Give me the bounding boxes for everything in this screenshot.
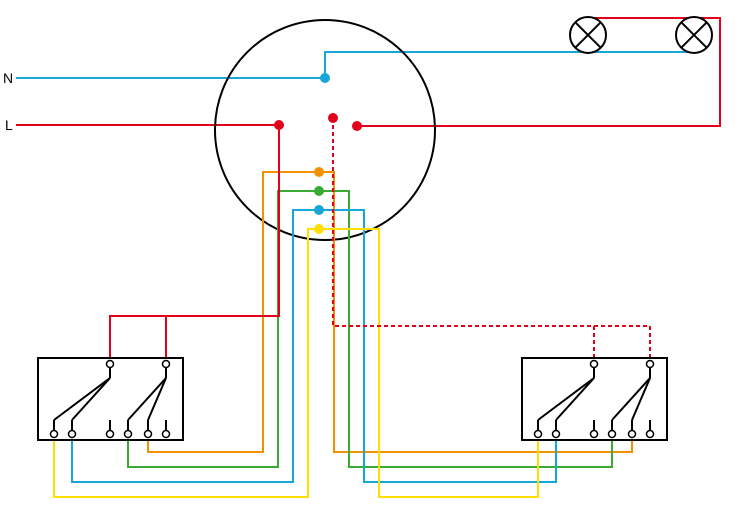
wire: [110, 125, 279, 368]
label-n: N: [3, 70, 13, 86]
wire: [319, 210, 556, 482]
wire: [319, 229, 538, 497]
wire: [357, 18, 720, 126]
wire: [325, 52, 694, 78]
label-l: L: [5, 117, 13, 133]
wire: [333, 118, 594, 368]
